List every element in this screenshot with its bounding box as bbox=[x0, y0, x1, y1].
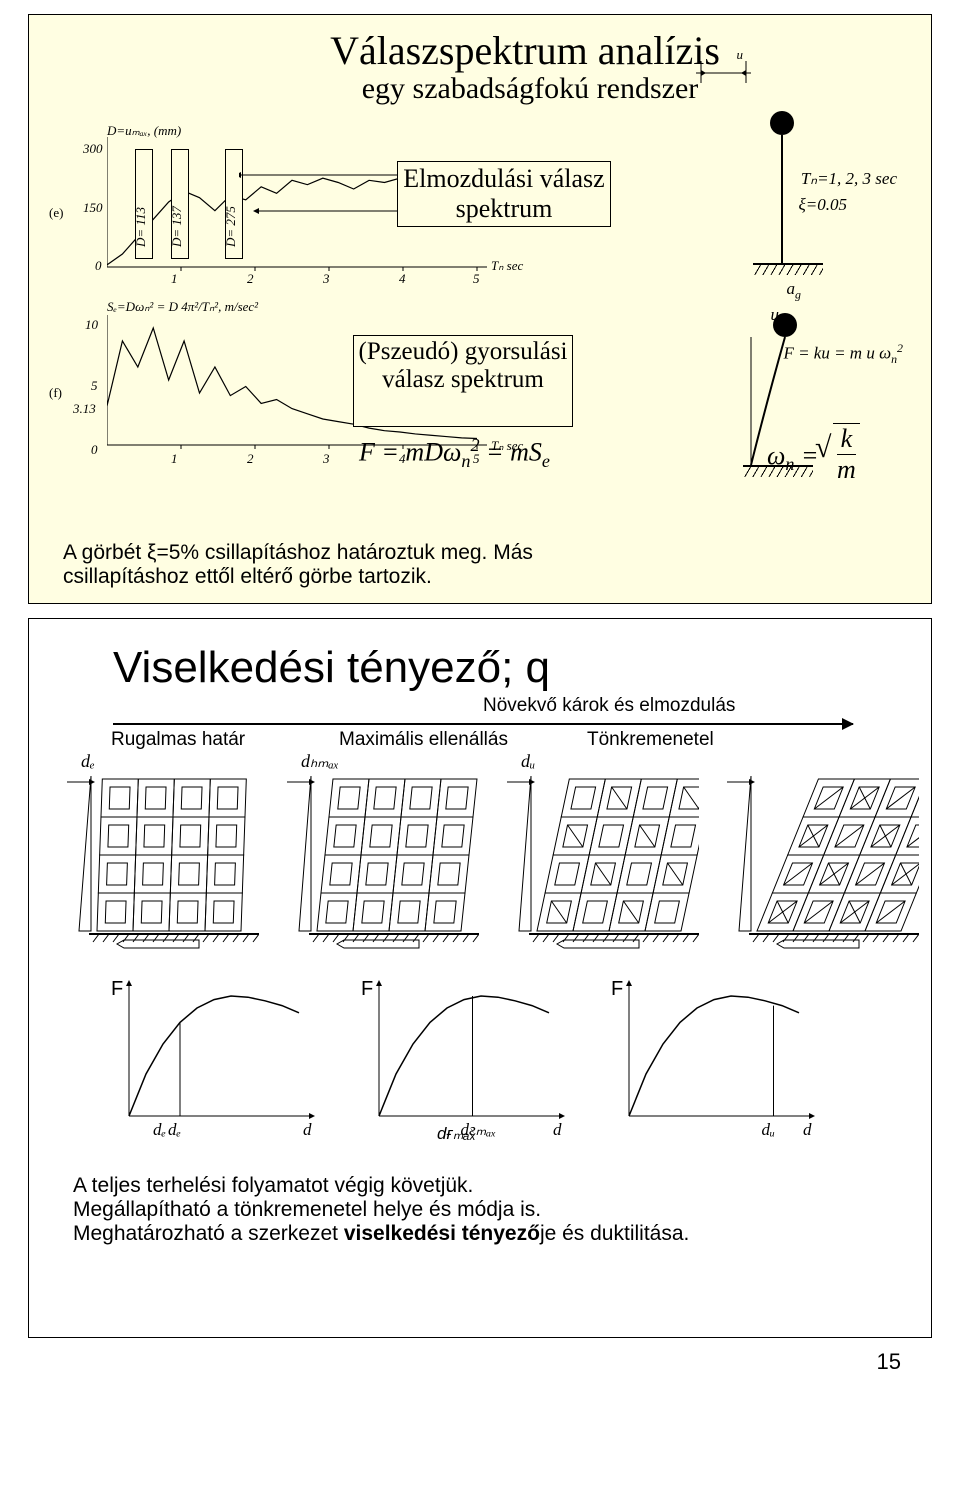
para-line-1: A teljes terhelési folyamatot végig köve… bbox=[73, 1174, 911, 1198]
chart-e-xlabel: Tₙ sec bbox=[491, 258, 523, 274]
disp-spectrum-label: Elmozdulási válasz spektrum bbox=[403, 164, 604, 223]
building-2 bbox=[529, 776, 699, 956]
slide-behaviour-factor: Viselkedési tényező; q Növekvő károk és … bbox=[28, 618, 932, 1338]
chart-e-x3: 3 bbox=[323, 271, 330, 287]
slide2-paragraph: A teljes terhelési folyamatot végig köve… bbox=[73, 1174, 911, 1246]
slide1-subtitle: egy szabadságfokú rendszer bbox=[147, 72, 913, 106]
callout-2: D= 137 bbox=[169, 206, 185, 247]
arrow-line bbox=[113, 723, 853, 725]
callout-1: D= 113 bbox=[133, 207, 149, 247]
panel-f-label: (f) bbox=[49, 385, 62, 401]
dlabel-1: dₑ bbox=[81, 751, 301, 772]
chart-e-ytick-0: 0 bbox=[95, 258, 102, 274]
slide2-title: Viselkedési tényező; q bbox=[113, 643, 911, 693]
para-line-2: Megállapítható a tönkremenetel helye és … bbox=[73, 1198, 911, 1222]
chart-f-ytick-0: 0 bbox=[91, 442, 98, 458]
sdof-static bbox=[737, 109, 817, 277]
chart-f-ytick-10: 10 bbox=[85, 317, 98, 333]
buildings-row bbox=[53, 776, 911, 966]
chart-e-ytick-150: 150 bbox=[83, 200, 103, 216]
equation-force: F = mDωn2 = mSe bbox=[359, 435, 550, 472]
page-number: 15 bbox=[877, 1349, 901, 1375]
building-1 bbox=[309, 776, 479, 956]
slide1-title: Válaszspektrum analízis bbox=[137, 27, 913, 74]
dlabel-3: dᵤ bbox=[521, 751, 741, 772]
fd-curve-0 bbox=[109, 976, 319, 1146]
disp-box-arrows bbox=[239, 161, 399, 225]
dlabel-2: dₕₘₐₓ bbox=[301, 751, 521, 772]
stage-label-1: Rugalmas határ bbox=[111, 729, 291, 751]
chart-f-ytick-5: 5 bbox=[91, 378, 98, 394]
acc-spectrum-label: (Pszeudó) gyorsulási válasz spektrum bbox=[359, 338, 568, 393]
u-label-top: u bbox=[737, 47, 744, 63]
stage-label-3: Tönkremenetel bbox=[587, 729, 767, 751]
chart-f-x1: 1 bbox=[171, 451, 178, 467]
chart-e-x5: 5 bbox=[473, 271, 480, 287]
chart-f-x2: 2 bbox=[247, 451, 254, 467]
chart-e-x2: 2 bbox=[247, 271, 254, 287]
chart-e-x1: 1 bbox=[171, 271, 178, 287]
stage-labels-row: Rugalmas határ Maximális ellenállás Tönk… bbox=[111, 729, 911, 751]
acc-spectrum-box: (Pszeudó) gyorsulási válasz spektrum bbox=[353, 335, 573, 427]
sdof-diagram-top bbox=[691, 53, 771, 109]
fd-curve-2 bbox=[609, 976, 819, 1146]
chart-e-ytick-300: 300 bbox=[83, 141, 103, 157]
slide-response-spectrum: Válaszspektrum analízis egy szabadságfok… bbox=[28, 14, 932, 604]
xi-label: ξ=0.05 bbox=[798, 195, 847, 215]
tn-range: Tₙ=1, 2, 3 sec bbox=[801, 169, 897, 189]
building-0 bbox=[89, 776, 259, 956]
panel-e-label: (e) bbox=[49, 205, 63, 221]
ground-1 bbox=[753, 263, 823, 277]
callout-3: D= 275 bbox=[223, 206, 239, 247]
equation-omega: ωn = √ k m bbox=[767, 427, 897, 489]
chart-f-ytitle: Sₑ=Dωₙ² = D 4π²/Tₙ², m/sec² bbox=[107, 299, 357, 315]
stage-label-2: Maximális ellenállás bbox=[339, 729, 539, 751]
force-equals: F = ku = m u ωn2 bbox=[783, 341, 903, 367]
disp-spectrum-box: Elmozdulási válasz spektrum bbox=[397, 161, 611, 227]
arrow-caption: Növekvő károk és elmozdulás bbox=[483, 695, 911, 717]
bold-term: viselkedési tényező bbox=[344, 1222, 540, 1245]
ag-label: ag bbox=[787, 279, 801, 302]
building-3 bbox=[749, 776, 919, 956]
chart-e-x4: 4 bbox=[399, 271, 406, 287]
chart-f-ytick-313: 3.13 bbox=[73, 401, 96, 417]
slide1-footnote: A görbét ξ=5% csillapításhoz határoztuk … bbox=[63, 541, 641, 589]
fd-curves-row: FdₑdFdғₘₐₓdFdᵤddₑdғₘₐₓ bbox=[53, 976, 911, 1156]
chart-f-x3: 3 bbox=[323, 451, 330, 467]
para-line-3: Meghatározható a szerkezet viselkedési t… bbox=[73, 1222, 911, 1246]
